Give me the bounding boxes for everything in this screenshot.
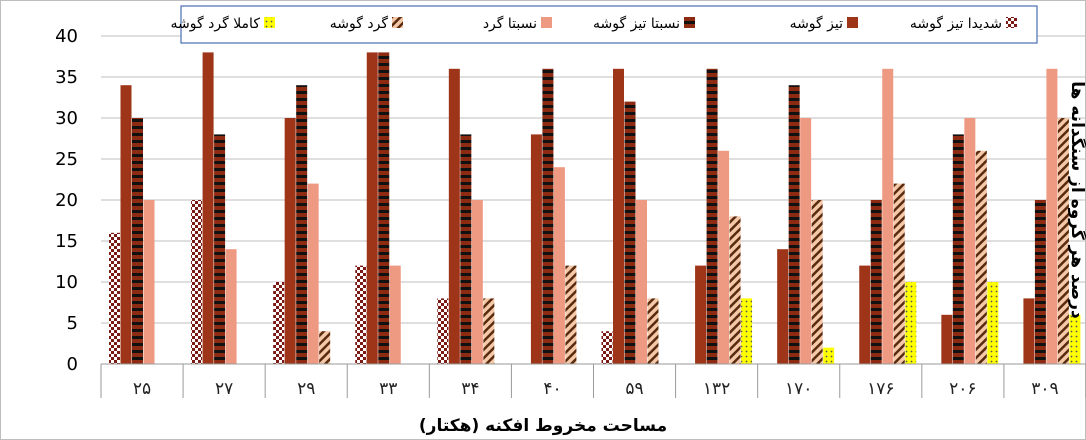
bar bbox=[788, 85, 800, 364]
bar bbox=[1046, 68, 1058, 365]
bar bbox=[905, 282, 917, 364]
bar bbox=[859, 265, 871, 364]
y-axis-title: درصد هر گروه از سنگدانه ها bbox=[1067, 81, 1086, 319]
bar bbox=[1069, 314, 1081, 364]
bar bbox=[706, 68, 718, 365]
gridlines bbox=[101, 35, 1086, 324]
legend-box bbox=[180, 5, 1038, 44]
legend-swatch bbox=[684, 17, 695, 28]
bar bbox=[378, 52, 390, 365]
x-tick-label: ۳۴ bbox=[461, 379, 479, 399]
bar bbox=[214, 134, 226, 364]
legend: شدیدا تیز گوشه تیز گوشه نسبتا تیز گوشه نسبت… bbox=[171, 5, 1038, 44]
x-tick-label: ۵۹ bbox=[625, 379, 643, 399]
bar bbox=[941, 314, 953, 364]
bar bbox=[319, 331, 331, 364]
legend-swatch bbox=[1006, 17, 1017, 28]
bar bbox=[284, 118, 296, 364]
bar bbox=[624, 101, 636, 364]
bar bbox=[952, 134, 964, 364]
x-tick-label: ۳۰۹ bbox=[1031, 379, 1058, 399]
bar bbox=[811, 200, 823, 364]
bar bbox=[893, 183, 905, 364]
bar bbox=[636, 200, 647, 364]
bar bbox=[460, 134, 472, 364]
bar bbox=[729, 216, 741, 364]
legend-label: نسبتا گرد bbox=[483, 15, 537, 32]
bars bbox=[109, 52, 1081, 365]
x-axis-ticks: ۲۵ ۲۷ ۲۹ ۳۳ ۳۴ ۴۰ ۵۹ ۱۳۲ ۱۷۰ ۱۷۶ ۲۰۶ ۳۰۹ bbox=[100, 364, 1086, 399]
x-tick-label: ۲۹ bbox=[297, 379, 315, 399]
y-tick-label: 20 bbox=[55, 190, 78, 211]
bar bbox=[225, 249, 237, 364]
bar bbox=[823, 347, 835, 364]
bar bbox=[601, 331, 613, 364]
legend-label: کاملا گرد گوشه bbox=[171, 15, 261, 32]
bar bbox=[975, 150, 987, 364]
bar bbox=[870, 200, 882, 364]
bar bbox=[471, 200, 483, 364]
legend-swatch bbox=[392, 17, 403, 28]
x-tick-label: ۲۷ bbox=[215, 379, 233, 399]
bar bbox=[1057, 118, 1069, 364]
bar bbox=[530, 134, 542, 364]
bar bbox=[1023, 298, 1035, 364]
y-axis-ticks: 0 5 10 15 20 25 30 35 40 bbox=[55, 26, 78, 375]
bar bbox=[741, 298, 753, 364]
bar bbox=[448, 68, 460, 365]
bar bbox=[109, 232, 120, 364]
bar bbox=[191, 200, 203, 364]
bar bbox=[120, 85, 132, 364]
legend-label: تیز گوشه bbox=[790, 15, 844, 32]
x-tick-label: ۱۷۰ bbox=[785, 379, 812, 399]
legend-label: شدیدا تیز گوشه bbox=[910, 15, 1002, 32]
legend-label: نسبتا تیز گوشه bbox=[593, 15, 680, 32]
bar bbox=[355, 265, 367, 364]
bar bbox=[777, 249, 789, 364]
y-tick-label: 0 bbox=[67, 354, 78, 375]
bar bbox=[483, 298, 495, 364]
y-tick-label: 35 bbox=[55, 67, 78, 88]
bar bbox=[987, 282, 999, 364]
bar bbox=[296, 85, 308, 364]
y-tick-label: 30 bbox=[55, 108, 78, 129]
legend-swatch bbox=[264, 17, 275, 28]
x-tick-label: ۴۰ bbox=[543, 379, 561, 399]
bar bbox=[366, 52, 378, 365]
x-tick-label: ۱۳۲ bbox=[703, 379, 730, 399]
bar bbox=[647, 298, 659, 364]
bar bbox=[964, 118, 976, 364]
bar bbox=[143, 200, 155, 364]
legend-swatch bbox=[847, 17, 858, 28]
x-tick-label: ۱۷۶ bbox=[867, 379, 894, 399]
bar bbox=[389, 265, 401, 364]
x-axis-title: مساحت مخروط افکنه (هکتار) bbox=[419, 416, 667, 436]
bar bbox=[1034, 200, 1046, 364]
bar bbox=[132, 118, 143, 364]
bar bbox=[800, 118, 812, 364]
y-tick-label: 10 bbox=[55, 272, 78, 293]
bar bbox=[273, 282, 285, 364]
bar bbox=[882, 68, 894, 365]
y-tick-label: 15 bbox=[55, 231, 78, 252]
bar bbox=[695, 265, 707, 364]
bar bbox=[542, 68, 554, 365]
y-tick-label: 40 bbox=[55, 26, 78, 47]
bar bbox=[565, 265, 577, 364]
bar bbox=[613, 68, 624, 365]
x-tick-label: ۲۵ bbox=[133, 379, 151, 399]
bar bbox=[437, 298, 449, 364]
bar bbox=[307, 183, 319, 364]
x-tick-label: ۲۰۶ bbox=[949, 379, 976, 399]
y-tick-label: 25 bbox=[55, 149, 78, 170]
bar bbox=[718, 150, 730, 364]
legend-label: گرد گوشه bbox=[330, 15, 389, 32]
legend-swatch bbox=[541, 17, 552, 28]
x-tick-label: ۳۳ bbox=[379, 379, 397, 399]
bar bbox=[553, 167, 565, 364]
y-tick-label: 5 bbox=[67, 313, 78, 334]
bar bbox=[202, 52, 214, 365]
